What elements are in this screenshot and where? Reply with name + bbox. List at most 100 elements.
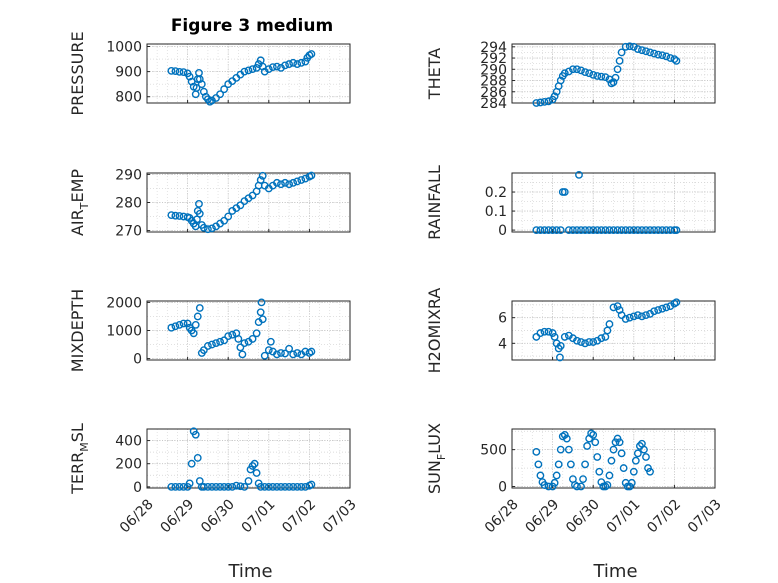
data-point	[240, 67, 249, 76]
data-point	[646, 226, 654, 234]
y-tick-label: 900	[115, 65, 142, 81]
data-point	[613, 302, 622, 311]
data-point	[638, 312, 646, 321]
data-point	[208, 224, 216, 233]
data-point	[252, 329, 261, 338]
data-point	[589, 71, 598, 79]
data-point	[642, 311, 650, 320]
y-tick-label: 0.2	[485, 185, 507, 201]
data-point	[224, 482, 233, 491]
grid-lines	[512, 301, 715, 360]
y-tick-label: 294	[480, 40, 507, 56]
data-point	[297, 58, 306, 67]
data-point	[281, 178, 289, 187]
data-point	[629, 226, 638, 234]
data-point	[609, 445, 618, 454]
data-point	[183, 319, 192, 328]
data-point	[171, 67, 180, 76]
data-point	[252, 469, 261, 477]
data-point	[285, 482, 293, 491]
data-point	[175, 67, 184, 76]
data-point	[268, 482, 277, 491]
data-point	[285, 180, 293, 189]
data-point	[638, 226, 646, 234]
y-tick-label: 200	[115, 457, 142, 473]
data-point	[257, 298, 266, 307]
subplot-h2omixra: 4 6 H2OMIXRA	[425, 288, 716, 373]
y-tick-label: 284	[480, 96, 507, 112]
data-point	[220, 336, 229, 345]
subplot-sun_flux: 0 500 06/28 06/29 06/30 07/01 07/02 07/03 Time SU…	[425, 423, 725, 582]
data-point	[619, 464, 628, 472]
data-point	[289, 178, 298, 187]
subplot-pressure: 800 900 1000 PRESSURE	[68, 31, 351, 116]
axes-box	[511, 172, 716, 233]
data-point	[532, 226, 541, 234]
data-point	[601, 73, 610, 82]
data-point	[277, 180, 285, 189]
x-tick-label: 06/30	[563, 496, 603, 536]
data-point	[167, 211, 176, 220]
data-point	[189, 329, 198, 338]
data-point	[633, 45, 642, 53]
data-point	[540, 226, 549, 234]
data-point	[566, 460, 575, 469]
data-point	[550, 92, 559, 101]
data-point	[573, 336, 581, 345]
data-point	[601, 333, 610, 341]
data-point	[167, 323, 176, 332]
y-tick-label: 288	[480, 74, 507, 90]
data-point	[179, 68, 188, 77]
data-series	[167, 171, 316, 234]
data-point	[569, 65, 577, 74]
data-point	[289, 58, 298, 67]
data-point	[609, 78, 618, 87]
data-point	[564, 226, 573, 234]
data-point	[573, 482, 581, 491]
data-point	[581, 339, 589, 348]
data-point	[197, 80, 206, 89]
data-point	[212, 339, 220, 348]
grid-lines	[512, 44, 715, 104]
data-point	[611, 73, 620, 82]
data-point	[248, 462, 257, 470]
data-point	[577, 338, 585, 346]
data-point	[615, 438, 624, 447]
y-tick-label: 6	[498, 311, 507, 327]
y-axis-label: PRESSURE	[68, 31, 87, 115]
data-point	[285, 344, 293, 353]
data-point	[593, 453, 602, 461]
y-tick-label: 0	[498, 223, 507, 239]
data-point	[544, 327, 553, 336]
data-point	[666, 54, 675, 62]
data-point	[564, 67, 573, 76]
data-point	[589, 226, 598, 234]
data-point	[550, 478, 559, 487]
data-point	[631, 456, 640, 465]
data-point	[171, 322, 180, 331]
y-tick-label: 500	[480, 443, 507, 459]
grid-lines	[147, 44, 350, 103]
data-point	[621, 226, 630, 234]
data-point	[581, 226, 589, 234]
data-point	[185, 479, 194, 488]
x-tick-label: 07/02	[644, 496, 684, 536]
data-point	[672, 298, 681, 307]
data-point	[293, 177, 302, 186]
subplot-mixdepth: 0 1000 2000 MIXDEPTH	[68, 289, 351, 372]
data-point	[167, 66, 176, 75]
data-point	[658, 226, 667, 234]
x-axis-label: Time	[592, 561, 637, 582]
data-point	[216, 337, 224, 346]
data-point	[640, 445, 648, 454]
data-point	[562, 434, 571, 443]
data-point	[625, 42, 634, 51]
data-point	[244, 477, 253, 485]
data-point	[617, 449, 626, 458]
data-point	[297, 176, 306, 184]
x-tick-label: 07/03	[320, 496, 360, 536]
y-tick-label: 2000	[106, 295, 142, 311]
data-series	[167, 427, 316, 491]
data-point	[236, 201, 245, 210]
